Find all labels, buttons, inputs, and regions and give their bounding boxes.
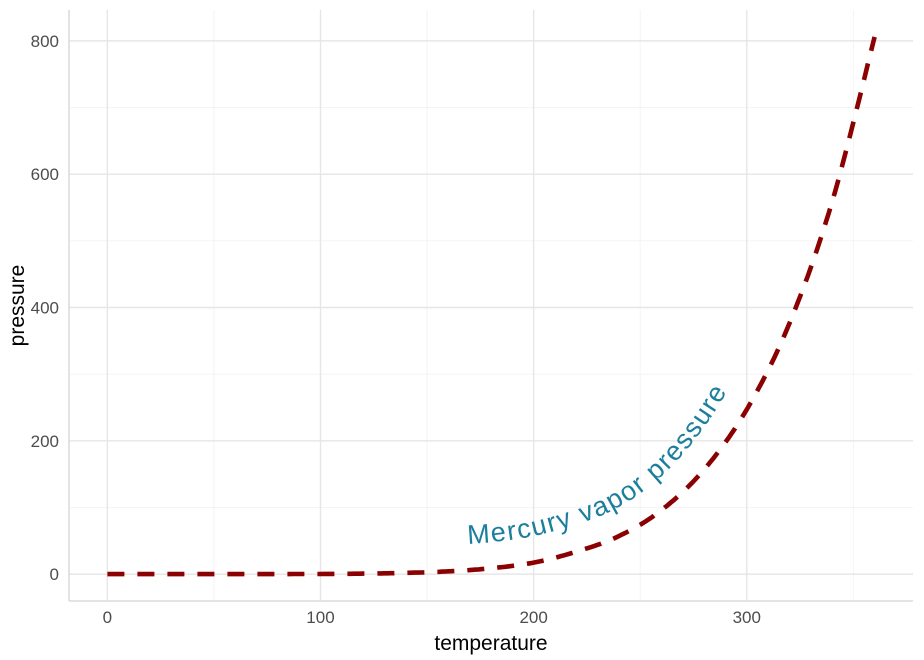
tick-label: 200: [519, 608, 547, 627]
y-axis-title: pressure: [6, 265, 29, 347]
x-axis-title: temperature: [434, 632, 547, 655]
curve-label: Mercury vapor pressure: [466, 378, 733, 550]
tick-label: 100: [306, 608, 334, 627]
y-axis-tick-labels: 0 200 400 600 800: [31, 32, 59, 584]
tick-label: 800: [31, 32, 59, 51]
axis-lines: [68, 10, 913, 602]
x-axis-tick-labels: 0 100 200 300: [103, 608, 761, 627]
tick-label: 200: [31, 432, 59, 451]
tick-label: 300: [733, 608, 761, 627]
grid-minor-lines: [69, 10, 913, 601]
curve-label-text: Mercury vapor pressure: [466, 378, 731, 550]
tick-label: 0: [50, 565, 59, 584]
pressure-curve: [107, 36, 877, 577]
tick-label: 400: [31, 298, 59, 317]
tick-label: 0: [103, 608, 112, 627]
tick-label: 600: [31, 165, 59, 184]
grid-major-lines: [69, 10, 913, 601]
